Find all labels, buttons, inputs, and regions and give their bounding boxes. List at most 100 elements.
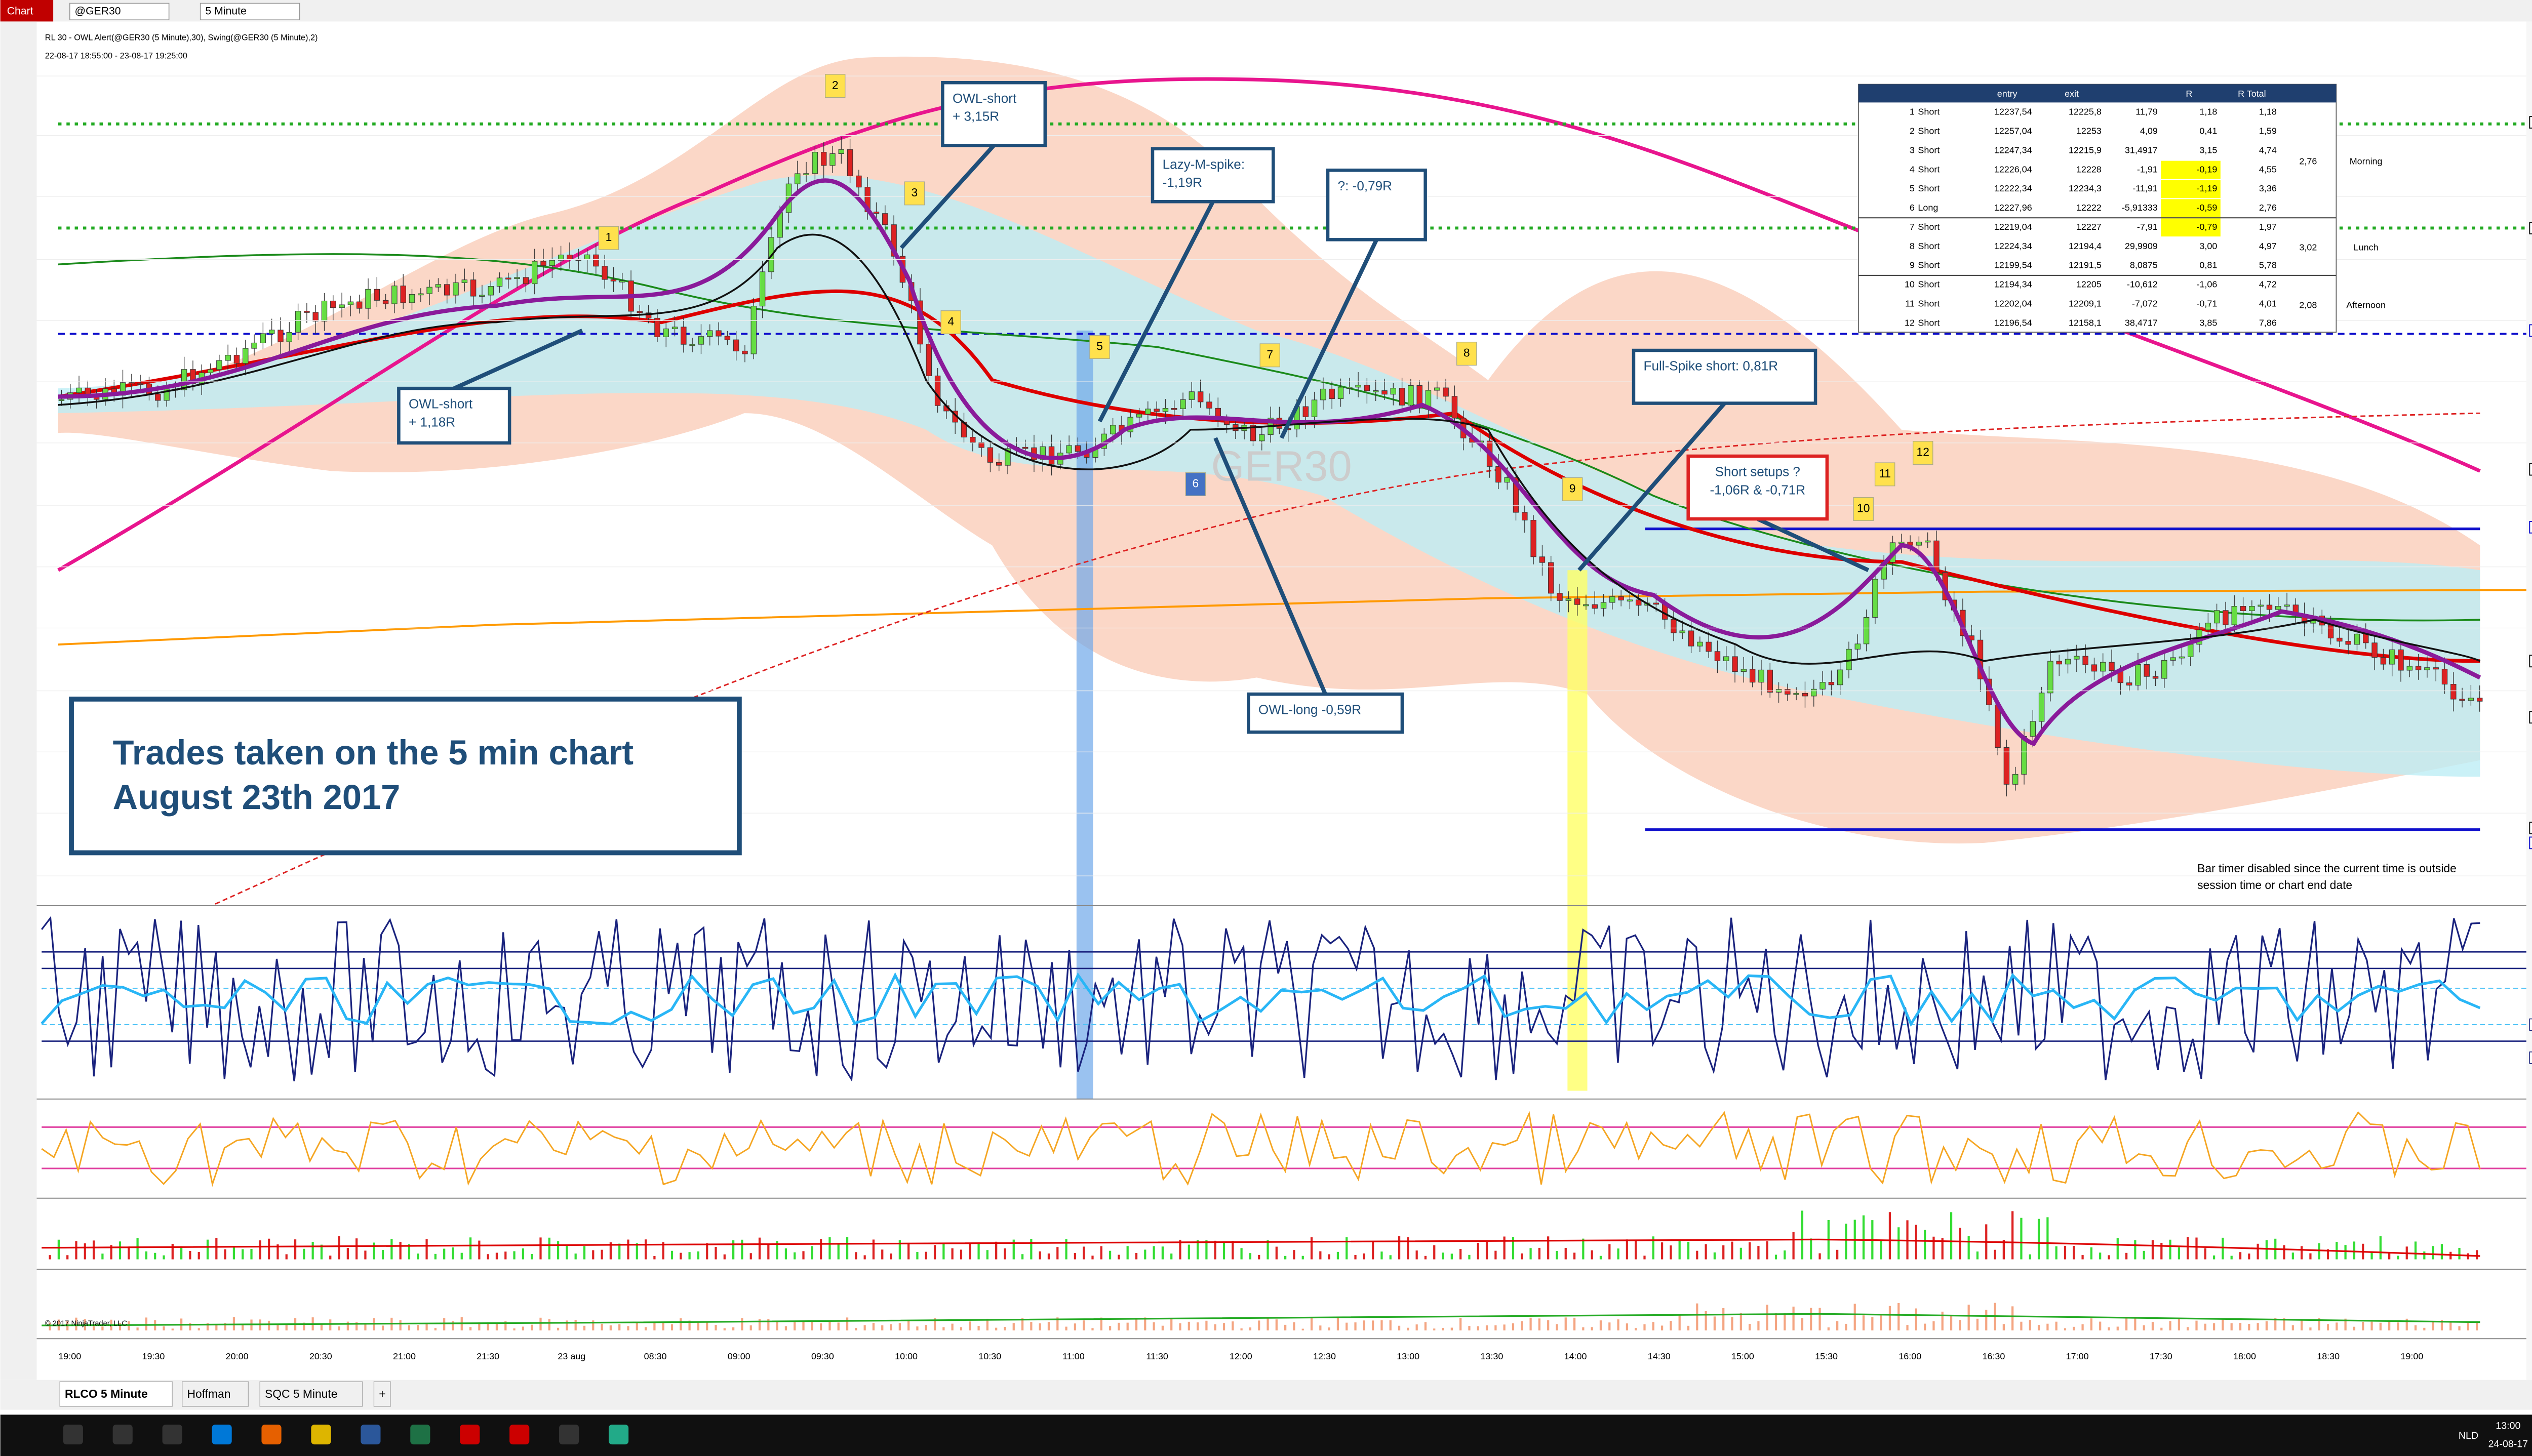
taskbar-icon[interactable] [559,1424,579,1445]
candle [619,280,625,282]
candle [260,333,266,343]
candle [1399,388,1405,406]
candle [286,332,292,342]
candle [1189,391,1195,400]
table-cell: -10,612 [2127,279,2158,290]
table-cell: Short [1918,164,1940,174]
trade-marker [1456,342,1477,366]
candle [2065,659,2071,665]
taskbar-icon[interactable] [361,1424,381,1445]
candle [2468,698,2474,701]
tab[interactable] [373,1381,391,1407]
price-flag [2529,655,2532,668]
candle [1767,669,1773,693]
annotation-text: OWL-long -0,59R [1258,702,1361,717]
table-cell: Short [1918,241,1940,251]
taskbar-icon[interactable] [509,1424,530,1445]
taskbar-icon[interactable] [112,1424,133,1445]
candle [1311,399,1318,417]
candle [1040,446,1046,460]
candle [1872,579,1878,618]
candle [461,279,468,283]
taskbar-date: 24-08-17 [2488,1438,2528,1449]
time-label: 19:00 [58,1351,81,1361]
candle [207,369,214,373]
table-cell: 8,0875 [2130,260,2158,270]
candle [1408,385,1414,406]
table-cell: 1,18 [2199,107,2217,117]
trade-marker-label: 8 [1463,346,1470,359]
candle [996,462,1002,466]
interval-box[interactable] [200,3,300,20]
table-cell: 4,74 [2259,145,2277,155]
candle [2126,682,2132,685]
candle [663,329,669,337]
candle [750,306,757,354]
tab[interactable] [182,1381,249,1407]
candle [1837,669,1843,685]
taskbar-icon[interactable] [608,1424,629,1445]
table-cell: 12196,54 [1994,317,2032,328]
candle [2003,747,2010,785]
candle [1583,604,1589,606]
taskbar-icon[interactable] [410,1424,430,1445]
table-cell: 12222 [2076,203,2102,213]
interval: 5 Minute [205,5,246,17]
table-cell: 12227 [2076,222,2102,232]
candle [1171,408,1177,410]
indicator-line [41,916,2480,1082]
trade-marker-label: 10 [1857,501,1870,514]
candle [1924,540,1931,543]
instrument-box[interactable] [69,3,170,20]
trade-marker-label: 12 [1917,445,1929,458]
table-cell: 3,15 [2199,145,2217,155]
time-label: 12:30 [1313,1351,1336,1361]
price-flag [2529,711,2532,724]
indicator-line [41,972,2481,1027]
candle [2223,610,2229,625]
table-cell: 0,41 [2199,126,2217,136]
candle [347,301,354,305]
table-cell: -0,71 [2196,298,2217,308]
candle [488,286,494,296]
candle [470,279,477,297]
candle [2213,610,2220,624]
taskbar-icon[interactable] [162,1424,182,1445]
taskbar-icon[interactable] [460,1424,480,1445]
candle [1504,477,1510,483]
taskbar-icon[interactable] [63,1424,83,1445]
callout-line [1097,200,1215,423]
title-box [69,696,742,856]
candle [978,442,984,448]
table-cell: 3,85 [2199,317,2217,328]
table-cell: 4,09 [2140,126,2158,136]
trade-marker-label: 9 [1569,481,1576,495]
candle [1075,445,1081,452]
tab[interactable] [259,1381,363,1407]
taskbar-icon[interactable] [311,1424,331,1445]
candle [2284,604,2290,607]
callout-line [1577,401,1726,572]
table-cell: Short [1918,126,1940,136]
candle [698,336,704,345]
candle [2380,657,2387,665]
candle [838,149,845,154]
annotation-box [397,386,511,445]
chart-tab-label: Chart [7,5,33,17]
taskbar-icon[interactable] [261,1424,282,1445]
candle [1548,562,1554,594]
table-cell: -5,91333 [2122,203,2158,213]
table-cell: 38,4717 [2125,317,2158,328]
time-label: 09:00 [728,1351,750,1361]
annotation-text: -1,06R & -0,71R [1710,482,1805,497]
annotation-text: Full-Spike short: 0,81R [1644,358,1778,374]
candle [374,289,380,301]
taskbar-icon[interactable] [212,1424,232,1445]
table-cell: Short [1918,298,1940,308]
candle [1329,388,1335,399]
candle [278,330,284,342]
tab[interactable] [59,1381,173,1407]
time-label: 14:30 [1648,1351,1671,1361]
table-cell: Short [1918,145,1940,155]
chart-tab[interactable] [0,0,54,22]
